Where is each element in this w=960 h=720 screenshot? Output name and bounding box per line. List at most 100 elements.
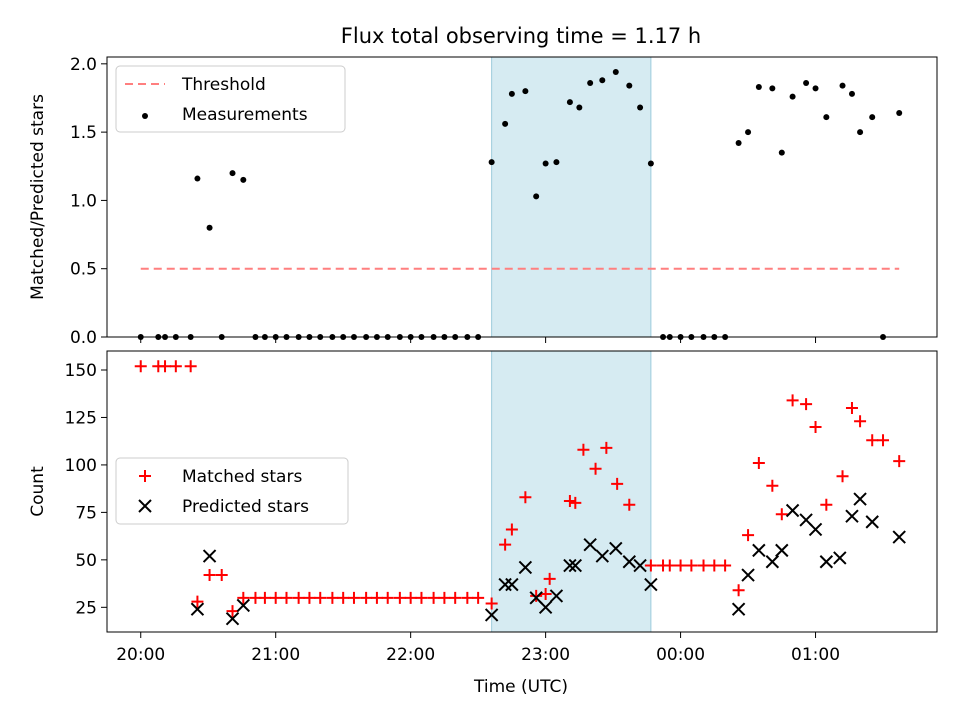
data-point-measurement — [229, 170, 236, 177]
shaded-span — [491, 56, 652, 338]
axes-frame — [106, 56, 938, 338]
y-axis-label: Count — [28, 466, 48, 517]
data-point-matched — [543, 572, 556, 585]
data-point-matched — [786, 394, 799, 407]
data-point-predicted — [518, 560, 533, 575]
data-point-matched — [505, 523, 518, 536]
data-point-matched — [809, 420, 822, 433]
data-point-matched — [381, 591, 394, 604]
data-point-measurement — [789, 93, 796, 100]
data-point-predicted — [892, 530, 906, 544]
data-point-matched — [845, 401, 858, 414]
data-point-matched — [742, 529, 755, 542]
data-point-matched — [258, 591, 271, 604]
data-point-measurement — [823, 114, 830, 121]
y-tick-label: 50 — [75, 551, 97, 571]
data-point-measurement — [240, 176, 247, 183]
data-point-measurement — [502, 120, 509, 127]
data-point-matched — [752, 457, 765, 470]
y-tick-label: 1.0 — [70, 191, 97, 211]
data-point-measurement — [803, 79, 810, 86]
data-point-matched — [159, 360, 172, 373]
data-point-predicted — [752, 543, 766, 558]
series-matched-stars — [134, 360, 906, 618]
data-point-matched — [438, 591, 451, 604]
y-tick-label: 100 — [65, 456, 97, 476]
data-point-matched — [237, 591, 250, 604]
legend-label: Measurements — [182, 105, 308, 125]
data-point-matched — [269, 591, 282, 604]
data-point-predicted — [622, 555, 637, 569]
data-point-measurement — [587, 79, 594, 86]
data-point-predicted — [644, 577, 658, 592]
y-tick-label: 1.5 — [70, 123, 97, 143]
legend-handle-matched — [139, 470, 151, 482]
data-point-matched — [530, 589, 543, 602]
data-point-measurement — [566, 99, 573, 106]
data-point-matched — [697, 559, 710, 572]
data-point-matched — [708, 559, 721, 572]
legend-label: Predicted stars — [182, 497, 309, 517]
legend-box — [115, 457, 349, 525]
data-point-matched — [519, 491, 532, 504]
data-point-matched — [854, 415, 867, 428]
data-point-predicted — [538, 600, 553, 615]
x-tick-label: 23:00 — [521, 645, 570, 665]
data-point-matched — [393, 591, 406, 604]
chart-title: Flux total observing time = 1.17 h — [341, 24, 701, 48]
data-point-matched — [461, 591, 474, 604]
legend-handle-predicted — [138, 499, 152, 513]
data-point-predicted — [609, 541, 623, 556]
data-point-matched — [415, 591, 428, 604]
data-point-measurement — [194, 175, 201, 182]
legend: Threshold Measurements — [115, 65, 346, 133]
data-point-predicted — [549, 589, 564, 603]
data-point-matched — [836, 470, 849, 483]
data-point-predicted — [568, 558, 583, 573]
y-tick-label: 125 — [65, 408, 97, 428]
data-point-measurement — [626, 82, 633, 89]
data-point-predicted — [236, 598, 251, 613]
data-point-measurement — [839, 82, 846, 89]
x-tick-label: 00:00 — [656, 645, 705, 665]
x-tick-label: 20:00 — [116, 645, 165, 665]
data-point-predicted — [563, 558, 577, 573]
data-point-predicted — [595, 549, 610, 563]
data-point-predicted — [853, 492, 867, 506]
data-point-matched — [775, 508, 788, 521]
data-point-predicted — [190, 602, 205, 616]
data-point-matched — [644, 559, 657, 572]
data-point-measurement — [637, 104, 644, 111]
data-point-matched — [800, 398, 813, 411]
data-point-predicted — [865, 515, 879, 529]
legend: Matched stars Predicted stars — [115, 457, 349, 525]
data-point-predicted — [225, 612, 240, 626]
data-point-matched — [685, 559, 698, 572]
data-point-matched — [589, 462, 602, 475]
data-point-measurement — [896, 110, 903, 116]
data-point-measurement — [542, 160, 549, 167]
series-predicted-stars — [190, 492, 906, 626]
data-point-matched — [326, 591, 339, 604]
data-point-predicted — [731, 602, 746, 616]
data-point-measurement — [553, 159, 560, 166]
data-point-matched — [611, 477, 624, 490]
data-point-measurement — [522, 88, 529, 95]
data-point-measurement — [206, 224, 213, 231]
legend-box — [115, 65, 346, 133]
data-point-matched — [569, 496, 582, 509]
data-point-matched — [877, 434, 890, 447]
data-point-matched — [215, 569, 228, 582]
data-point-matched — [663, 559, 676, 572]
data-point-matched — [577, 443, 590, 456]
y-axis-label: Matched/Predicted stars — [28, 94, 48, 300]
data-point-measurement — [612, 69, 619, 76]
data-point-matched — [820, 498, 833, 511]
data-point-measurement — [647, 160, 654, 167]
data-point-predicted — [785, 503, 800, 518]
data-point-measurement — [857, 129, 864, 136]
data-point-predicted — [833, 551, 847, 565]
data-point-matched — [893, 455, 906, 468]
y-tick-label: 2.0 — [70, 55, 97, 75]
